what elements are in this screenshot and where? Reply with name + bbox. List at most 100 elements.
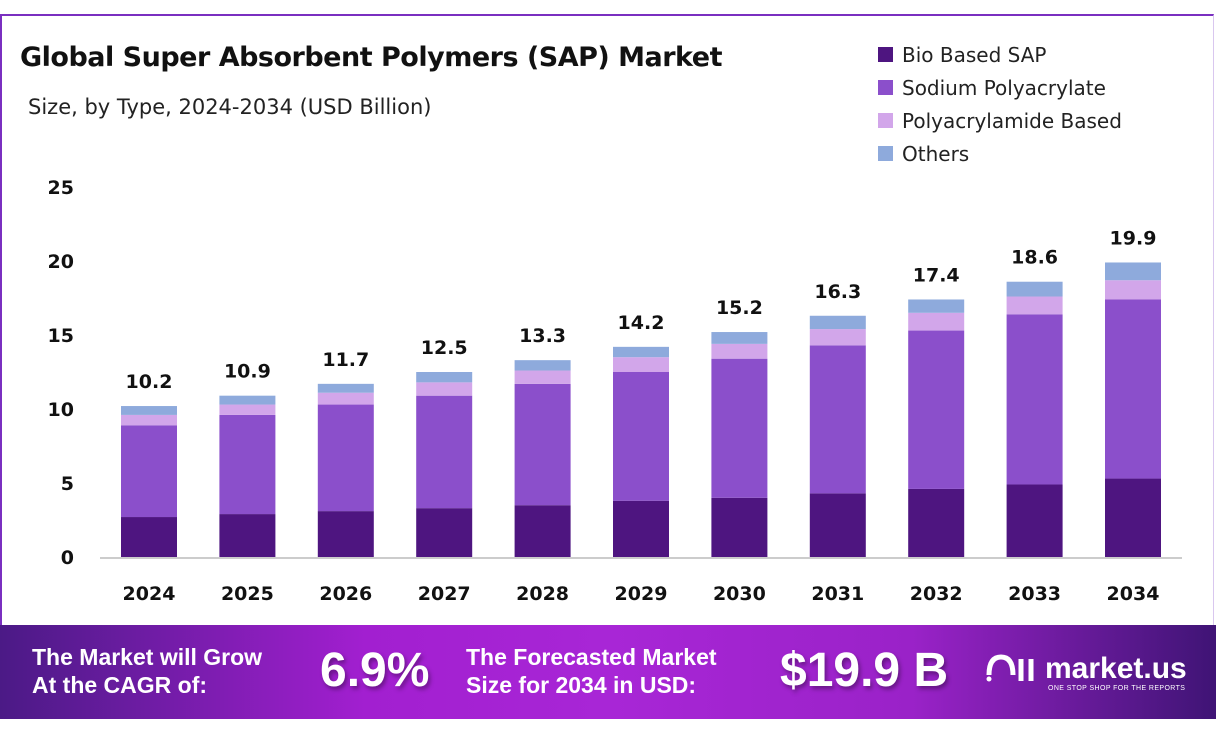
bar-segment <box>416 508 473 557</box>
bar-segment <box>1006 296 1063 315</box>
x-tick-label: 2032 <box>910 583 963 605</box>
bar-segment <box>514 360 571 371</box>
bar-segment <box>416 395 473 509</box>
bar-segment <box>711 497 768 557</box>
bar-segment <box>416 372 473 383</box>
forecast-label: The Forecasted Market Size for 2034 in U… <box>466 643 717 699</box>
bar-segment <box>908 312 965 331</box>
x-tick-label: 2024 <box>123 583 176 605</box>
bar-segment <box>1105 280 1161 300</box>
bar-segment <box>711 343 768 359</box>
bar-segment <box>613 372 669 501</box>
cagr-value: 6.9% <box>320 644 430 697</box>
bar-segment <box>711 358 768 498</box>
legend-swatch <box>878 113 893 128</box>
bar-segment <box>317 383 374 393</box>
bar-segment <box>1006 281 1063 297</box>
data-label: 10.2 <box>126 371 173 393</box>
chart-subtitle: Size, by Type, 2024-2034 (USD Billion) <box>28 95 432 119</box>
market-us-logo: market.us <box>985 649 1187 689</box>
chart-frame <box>0 14 1214 626</box>
cagr-label: The Market will Grow At the CAGR of: <box>32 643 262 699</box>
data-label: 14.2 <box>618 312 665 334</box>
bar-segment <box>809 329 866 346</box>
bar-segment <box>219 514 276 557</box>
bar-segment <box>219 395 276 405</box>
legend: Bio Based SAP Sodium Polyacrylate Polyacry… <box>878 38 1122 170</box>
bar-segment <box>809 345 866 494</box>
data-label: 15.2 <box>716 297 763 319</box>
bar-segment <box>1006 314 1063 485</box>
y-tick-label: 5 <box>61 473 74 495</box>
bar-segment <box>121 425 177 518</box>
bar-segment <box>514 383 571 506</box>
y-tick-label: 15 <box>48 325 74 347</box>
forecast-label-line2: Size for 2034 in USD: <box>466 672 697 698</box>
legend-item: Bio Based SAP <box>878 38 1122 71</box>
legend-label: Others <box>902 141 970 166</box>
bar-segment <box>1105 299 1161 479</box>
x-tick-label: 2025 <box>221 583 274 605</box>
x-tick-label: 2033 <box>1008 583 1061 605</box>
legend-label: Bio Based SAP <box>902 42 1047 67</box>
bar-segment <box>908 488 965 557</box>
logo-icon <box>986 654 1034 682</box>
legend-swatch <box>878 80 893 95</box>
bar-segment <box>416 382 473 396</box>
bar-segment <box>514 505 571 557</box>
bar-segment <box>809 315 866 330</box>
y-tick-label: 25 <box>48 177 74 199</box>
y-tick-label: 0 <box>61 547 74 569</box>
x-tick-label: 2030 <box>713 583 766 605</box>
legend-item: Sodium Polyacrylate <box>878 71 1122 104</box>
cagr-label-line2: At the CAGR of: <box>32 672 208 698</box>
bar-segment <box>317 392 374 405</box>
x-tick-label: 2026 <box>319 583 372 605</box>
bar-segment <box>1105 262 1161 281</box>
bar-segment <box>121 414 177 426</box>
x-tick-label: 2027 <box>418 583 471 605</box>
x-tick-label: 2034 <box>1107 583 1160 605</box>
data-label: 11.7 <box>322 349 369 371</box>
bar-segment <box>317 511 374 557</box>
cagr-label-line1: The Market will Grow <box>32 644 263 670</box>
legend-label: Sodium Polyacrylate <box>902 75 1106 100</box>
bar-segment <box>908 330 965 489</box>
bar-segment <box>908 299 965 313</box>
legend-item: Polyacrylamide Based <box>878 104 1122 137</box>
legend-label: Polyacrylamide Based <box>902 108 1122 133</box>
bar-segment <box>219 404 276 415</box>
bar-segment <box>613 357 669 372</box>
legend-swatch <box>878 146 893 161</box>
bar-segment <box>613 346 669 358</box>
legend-item: Others <box>878 137 1122 170</box>
chart-title: Global Super Absorbent Polymers (SAP) Ma… <box>20 42 723 73</box>
bar-segment <box>121 406 177 415</box>
logo-tagline: ONE STOP SHOP FOR THE REPORTS <box>1048 685 1186 692</box>
data-label: 13.3 <box>519 325 566 347</box>
forecast-value: $19.9 B <box>780 644 949 697</box>
bar-segment <box>711 332 768 344</box>
bar-segment <box>514 370 571 384</box>
x-tick-label: 2031 <box>811 583 864 605</box>
y-tick-label: 10 <box>48 399 74 421</box>
x-tick-label: 2029 <box>615 583 668 605</box>
data-label: 12.5 <box>421 337 468 359</box>
bar-segment <box>1105 478 1161 557</box>
stacked-bar-chart: 051015202510.2202410.9202511.7202612.520… <box>48 177 1182 605</box>
bar-segment <box>121 517 177 557</box>
bar-segment <box>317 404 374 512</box>
footer-banner: The Market will Grow At the CAGR of: 6.9… <box>0 625 1216 719</box>
data-label: 19.9 <box>1110 227 1157 249</box>
x-tick-label: 2028 <box>516 583 569 605</box>
bar-segment <box>1006 484 1063 557</box>
data-label: 18.6 <box>1011 247 1058 269</box>
data-label: 10.9 <box>224 361 271 383</box>
y-tick-label: 20 <box>48 251 74 273</box>
bar-segment <box>809 493 866 557</box>
legend-swatch <box>878 47 893 62</box>
data-label: 17.4 <box>913 264 960 286</box>
bar-segment <box>219 414 276 515</box>
data-label: 16.3 <box>814 281 861 303</box>
forecast-label-line1: The Forecasted Market <box>466 644 717 670</box>
